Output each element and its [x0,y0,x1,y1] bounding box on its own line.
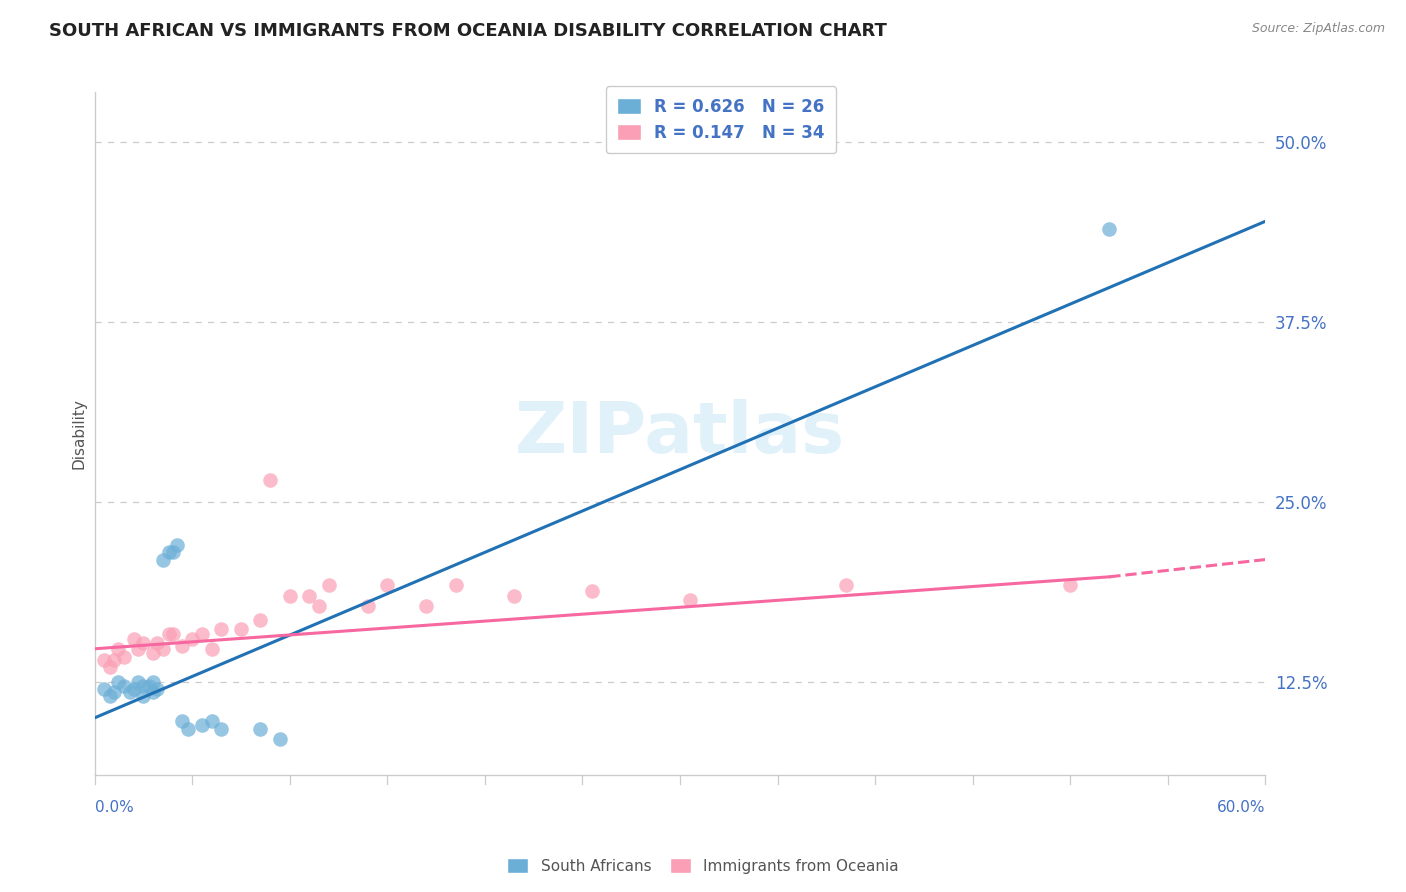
Point [375,578,398,592]
Point [103,685,125,699]
Text: 60.0%: 60.0% [1216,799,1265,814]
Point [503,589,526,603]
Point [142,685,165,699]
Point [98,660,121,674]
Text: Source: ZipAtlas.com: Source: ZipAtlas.com [1251,22,1385,36]
Point [308,599,330,613]
Point [152,552,174,566]
Point [127,674,149,689]
Text: 0.0%: 0.0% [94,799,134,814]
Point [201,641,224,656]
Point [259,474,281,488]
Point [249,613,271,627]
Point [98,690,121,704]
Point [318,578,340,592]
Point [229,622,252,636]
Point [93,682,115,697]
Point [201,714,224,728]
Point [1098,221,1121,235]
Legend: R = 0.626   N = 26, R = 0.147   N = 34: R = 0.626 N = 26, R = 0.147 N = 34 [606,87,837,153]
Point [103,653,125,667]
Point [107,641,129,656]
Point [122,682,145,697]
Point [142,646,165,660]
Point [298,589,321,603]
Text: ZIPatlas: ZIPatlas [515,399,845,468]
Point [132,636,155,650]
Point [191,627,214,641]
Point [146,636,169,650]
Point [172,714,194,728]
Point [581,584,603,599]
Y-axis label: Disability: Disability [72,398,86,469]
Point [118,685,141,699]
Point [209,723,232,737]
Point [357,599,380,613]
Point [835,578,858,592]
Point [146,682,169,697]
Point [112,650,135,665]
Point [444,578,467,592]
Point [162,627,184,641]
Point [138,679,160,693]
Point [162,545,184,559]
Point [166,538,188,552]
Point [132,690,155,704]
Point [107,674,129,689]
Point [172,639,194,653]
Point [177,723,200,737]
Point [132,679,155,693]
Point [127,641,149,656]
Point [142,674,165,689]
Point [249,723,271,737]
Point [112,679,135,693]
Point [1059,578,1081,592]
Legend: South Africans, Immigrants from Oceania: South Africans, Immigrants from Oceania [501,852,905,880]
Point [157,545,180,559]
Point [181,632,204,646]
Point [122,632,145,646]
Point [152,641,174,656]
Point [415,599,437,613]
Point [278,589,301,603]
Point [191,718,214,732]
Point [93,653,115,667]
Point [679,592,702,607]
Text: SOUTH AFRICAN VS IMMIGRANTS FROM OCEANIA DISABILITY CORRELATION CHART: SOUTH AFRICAN VS IMMIGRANTS FROM OCEANIA… [49,22,887,40]
Point [269,732,291,747]
Point [157,627,180,641]
Point [209,622,232,636]
